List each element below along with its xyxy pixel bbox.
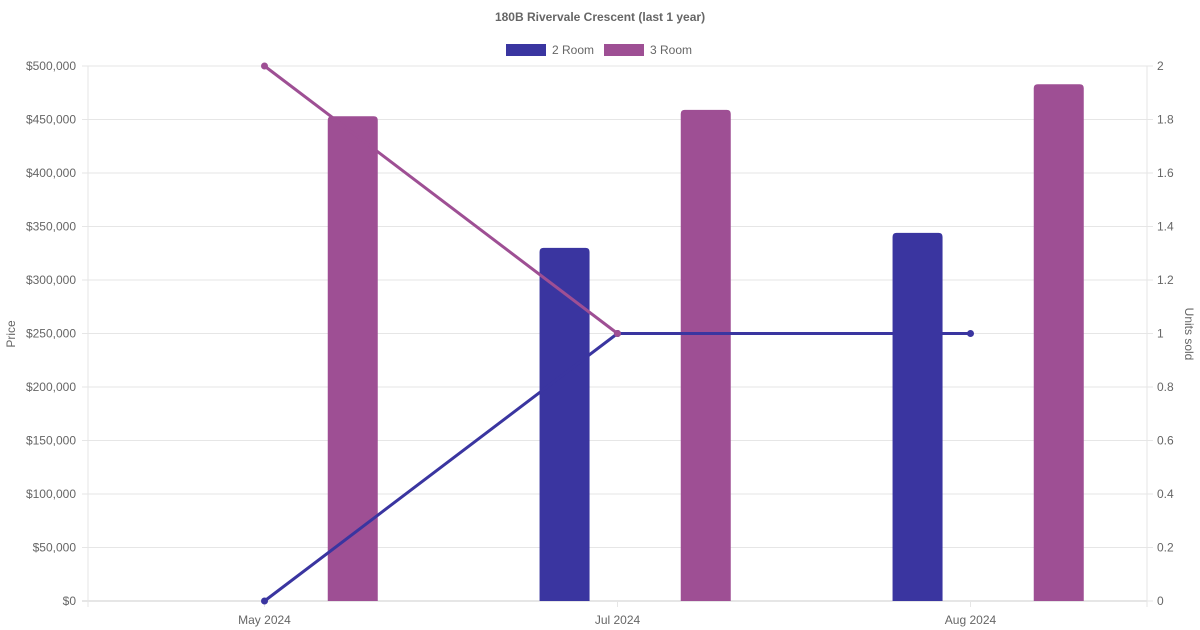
y-left-tick-label: $50,000	[33, 541, 77, 555]
legend-label-2-room: 2 Room	[552, 43, 594, 57]
y-left-tick-label: $150,000	[26, 434, 76, 448]
legend-swatch-3-room	[604, 44, 644, 56]
point-2-room-may-2024	[261, 597, 268, 605]
x-tick-label-jul-2024: Jul 2024	[595, 613, 641, 627]
axes: $0 $50,000 $100,000 $150,000 $200,000 $250,00…	[26, 59, 1174, 627]
y-left-tick-label: $0	[63, 594, 77, 608]
y-right-tick-label: 1.8	[1157, 113, 1174, 127]
y-right-tick-label: 0.6	[1157, 434, 1174, 448]
bar-3-room-may-2024	[327, 116, 378, 601]
chart-title: 180B Rivervale Crescent (last 1 year)	[495, 10, 705, 24]
y-right-tick-label: 1.6	[1157, 166, 1174, 180]
y-left-tick-label: $300,000	[26, 273, 76, 287]
y-right-tick-label: 0.8	[1157, 380, 1174, 394]
line-3-room-units	[263, 64, 619, 335]
bars	[327, 84, 1084, 602]
x-tick-label-may-2024: May 2024	[238, 613, 291, 627]
legend: 2 Room 3 Room	[506, 43, 692, 57]
y-left-axis-title: Price	[4, 320, 18, 348]
bar-2-room-jul-2024	[539, 247, 590, 601]
bar-2-room-aug-2024	[892, 232, 943, 602]
legend-label-3-room: 3 Room	[650, 43, 692, 57]
y-left-tick-label: $450,000	[26, 113, 76, 127]
point-2-room-aug-2024	[967, 330, 974, 337]
y-right-tick-label: 0	[1157, 594, 1164, 608]
y-left-tick-label: $100,000	[26, 487, 76, 501]
y-right-tick-label: 0.4	[1157, 487, 1174, 501]
lines	[261, 62, 974, 605]
y-right-tick-label: 1.2	[1157, 273, 1174, 287]
x-tick-label-aug-2024: Aug 2024	[945, 613, 997, 627]
y-left-tick-label: $250,000	[26, 327, 76, 341]
y-right-tick-label: 1.4	[1157, 220, 1174, 234]
y-left-tick-label: $400,000	[26, 166, 76, 180]
y-right-tick-label: 2	[1157, 59, 1164, 73]
y-left-tick-label: $200,000	[26, 380, 76, 394]
bar-3-room-aug-2024	[1033, 84, 1084, 601]
point-3-room-jul-2024	[614, 330, 621, 337]
y-right-tick-label: 1	[1157, 327, 1164, 341]
y-right-tick-label: 0.2	[1157, 541, 1174, 555]
point-3-room-may-2024	[261, 62, 268, 70]
y-right-axis-title: Units sold	[1182, 308, 1196, 361]
y-left-tick-label: $350,000	[26, 220, 76, 234]
y-left-tick-label: $500,000	[26, 59, 76, 73]
legend-swatch-2-room	[506, 44, 546, 56]
bar-3-room-jul-2024	[680, 109, 731, 602]
